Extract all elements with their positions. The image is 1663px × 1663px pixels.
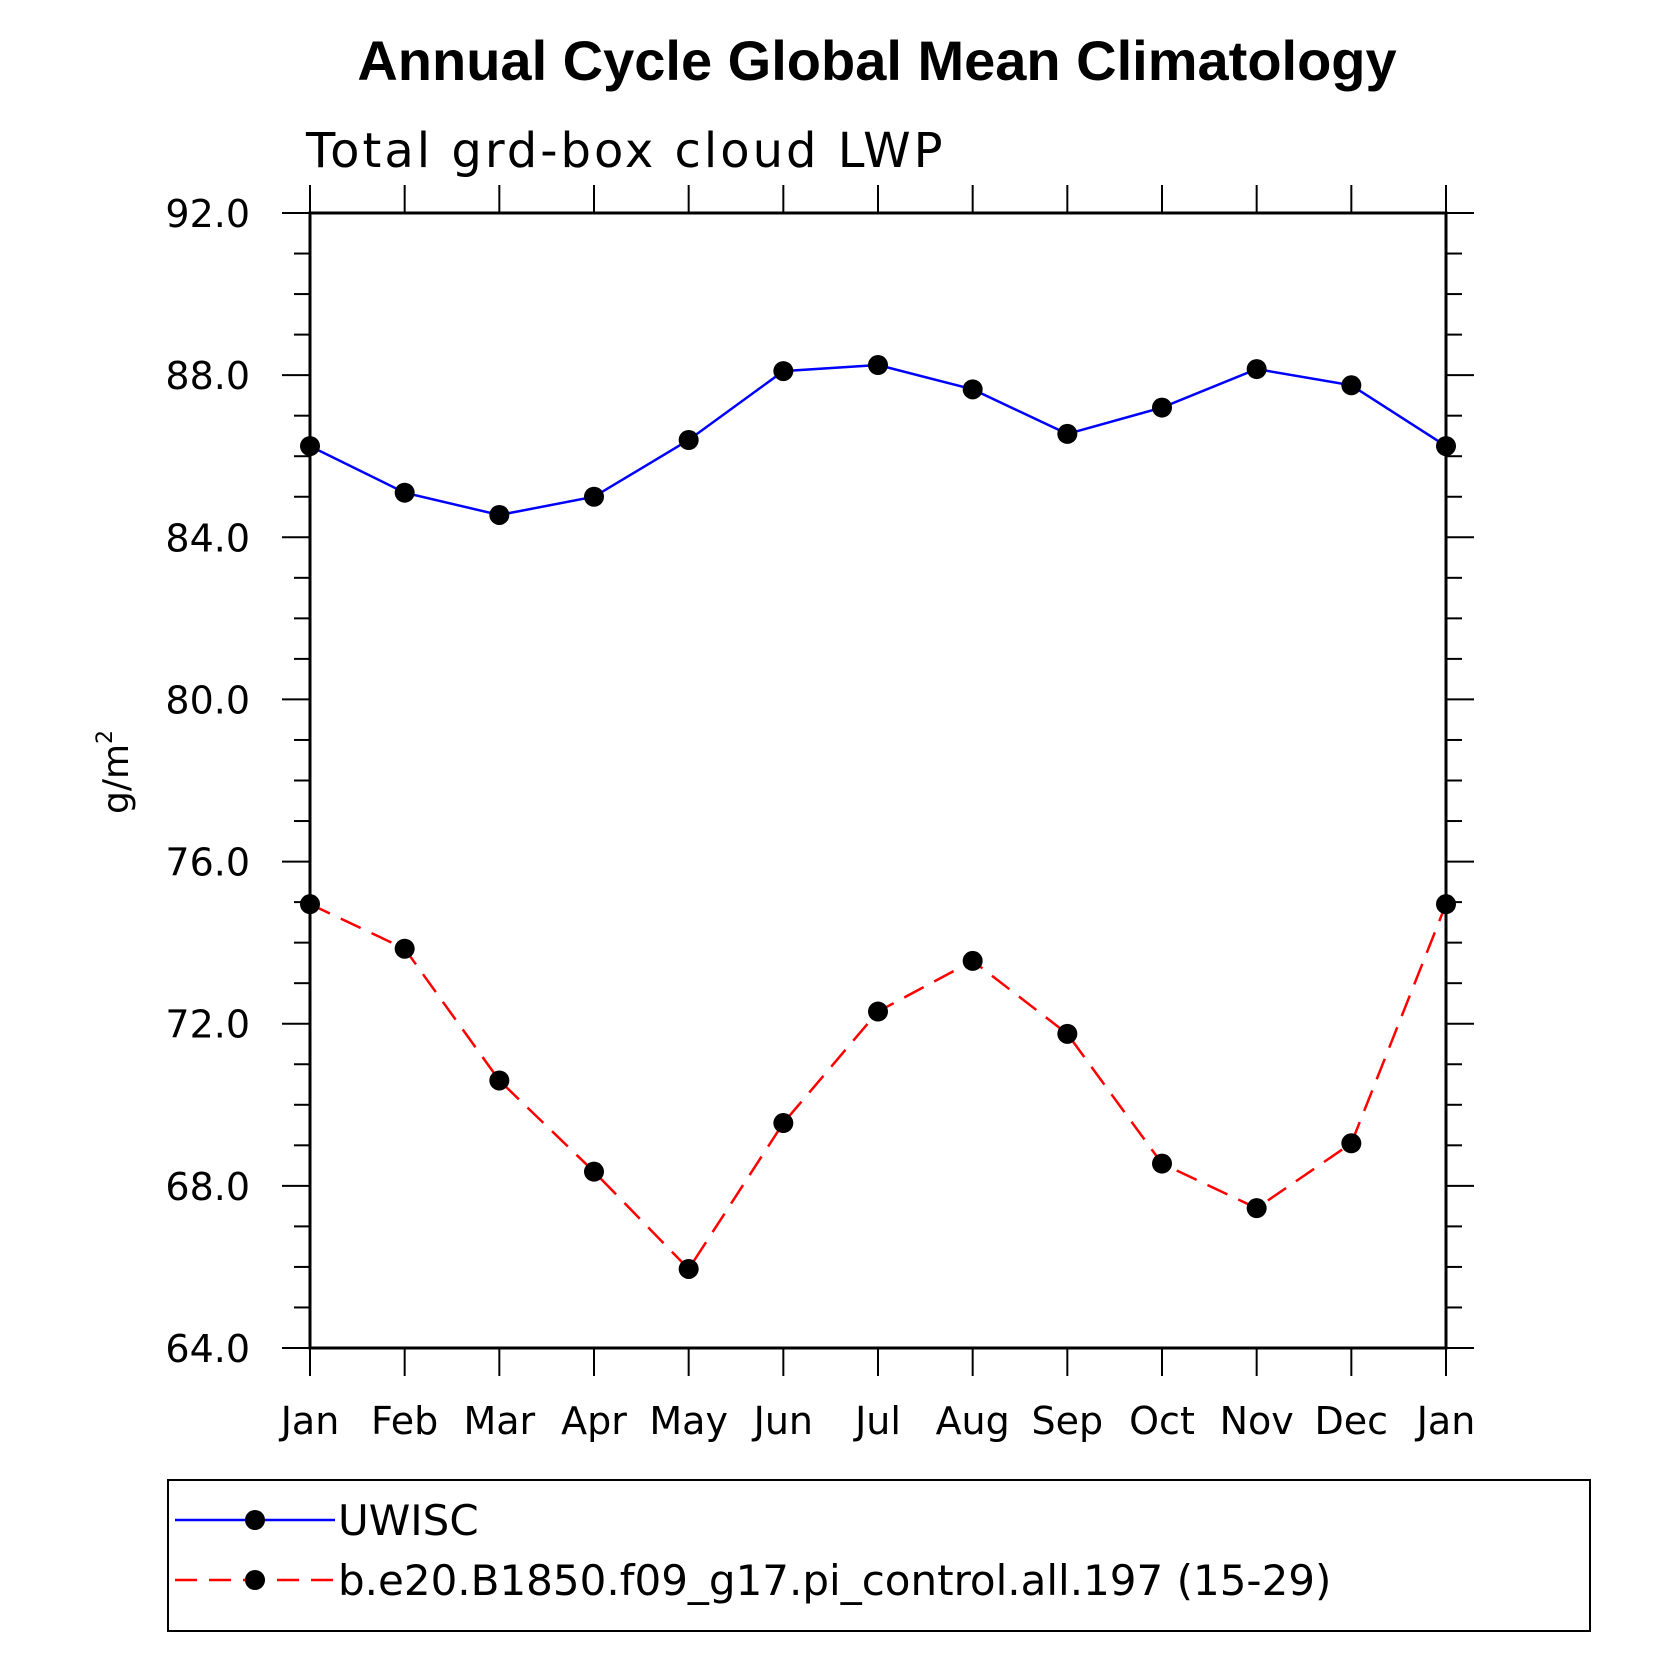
series-line — [309, 903, 1448, 1271]
data-point — [773, 361, 794, 382]
data-point — [1436, 436, 1456, 457]
data-point — [773, 1113, 794, 1134]
x-tick-label: Jul — [853, 1399, 901, 1443]
data-point — [1152, 397, 1172, 418]
plot-axes: 64.0 68.0 72.0 76.0 80.0 84.0 88.0 92.0 Jan Feb Ma… — [165, 185, 1475, 1443]
x-tick-label: Jan — [1415, 1399, 1476, 1443]
data-point — [1436, 894, 1456, 915]
data-point — [678, 430, 699, 450]
data-point — [868, 1001, 888, 1022]
plot-frame — [308, 211, 1448, 1350]
data-point — [300, 436, 320, 457]
legend-marker — [245, 1570, 265, 1590]
data-point — [489, 504, 510, 525]
data-point — [962, 379, 983, 400]
legend: UWISC b.e20.B1850.f09_g17.pi_control.all.… — [167, 1479, 1591, 1632]
legend-marker — [245, 1510, 265, 1530]
x-tick-label: Nov — [1220, 1399, 1294, 1443]
y-tick-label: 80.0 — [165, 678, 250, 722]
legend-label: b.e20.B1850.f09_g17.pi_control.all.197 (… — [338, 1556, 1331, 1605]
data-point — [1341, 375, 1362, 396]
data-point — [1057, 1023, 1078, 1044]
y-tick-label: 84.0 — [165, 516, 250, 560]
data-point — [1246, 1198, 1267, 1219]
legend-box — [167, 1479, 1591, 1632]
data-point — [1341, 1133, 1362, 1154]
data-point — [1152, 1153, 1172, 1174]
y-axis-label-superscript: 2 — [93, 730, 118, 744]
y-axis-label: g/m2 — [93, 730, 137, 814]
data-point — [868, 355, 888, 376]
y-tick-label: 64.0 — [165, 1327, 250, 1371]
data-point — [584, 1161, 604, 1182]
data-point — [962, 950, 983, 971]
x-tick-label: Dec — [1315, 1399, 1389, 1443]
series-line — [309, 363, 1447, 517]
x-tick-label: Feb — [371, 1399, 438, 1443]
x-tick-label: Oct — [1129, 1399, 1195, 1443]
x-tick-label: May — [649, 1399, 728, 1443]
y-tick-label: 88.0 — [165, 354, 250, 398]
x-tick-label: Jan — [279, 1399, 340, 1443]
y-axis-label-unit: g/m — [96, 744, 137, 814]
chart-title: Annual Cycle Global Mean Climatology — [357, 29, 1396, 92]
x-tick-label: Apr — [561, 1399, 627, 1443]
data-point — [584, 486, 604, 507]
series-layer — [300, 355, 1456, 1279]
y-tick-label: 68.0 — [165, 1165, 250, 1209]
chart-subtitle: Total grd-box cloud LWP — [305, 123, 946, 179]
legend-label: UWISC — [338, 1496, 479, 1545]
y-tick-label: 76.0 — [165, 841, 250, 885]
data-point — [394, 482, 415, 503]
x-tick-label: Sep — [1032, 1399, 1104, 1443]
data-point — [1057, 423, 1078, 444]
data-point — [1246, 359, 1267, 380]
data-point — [678, 1258, 699, 1279]
y-tick-label: 92.0 — [165, 192, 250, 236]
series-1 — [300, 355, 1456, 525]
series-2 — [300, 894, 1456, 1279]
x-tick-label: Aug — [936, 1399, 1010, 1443]
x-tick-label: Jun — [752, 1399, 813, 1443]
x-tick-label: Mar — [463, 1399, 535, 1443]
data-point — [489, 1070, 510, 1091]
data-point — [300, 894, 320, 915]
data-point — [394, 938, 415, 959]
y-tick-label: 72.0 — [165, 1003, 250, 1047]
